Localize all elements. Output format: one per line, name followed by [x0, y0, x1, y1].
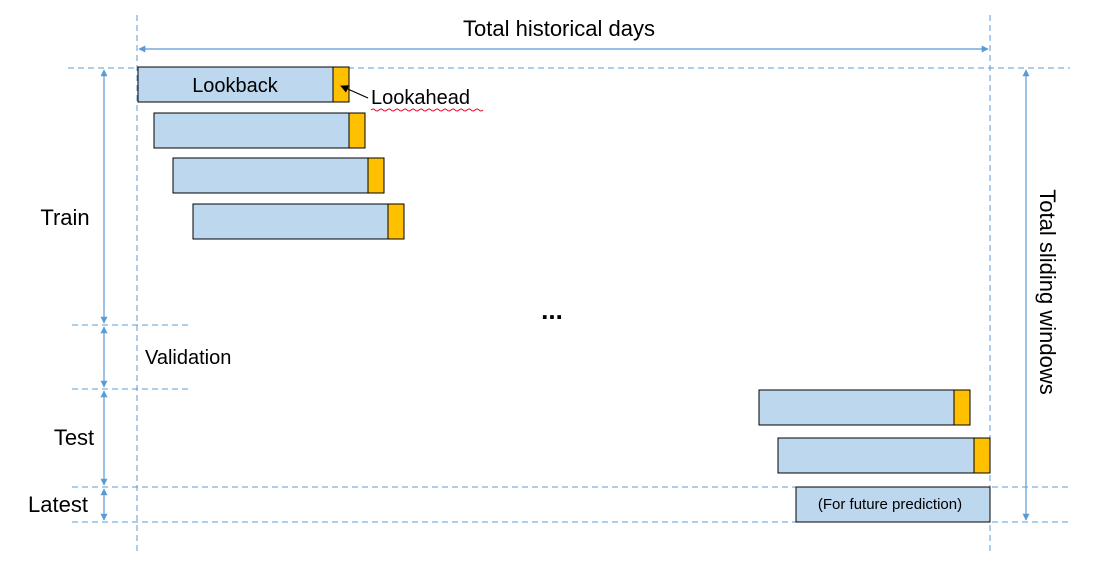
train-windows	[137, 66, 405, 240]
validation-label: Validation	[145, 347, 231, 369]
train-window-3-lookahead	[367, 157, 385, 194]
latest-window-label: (For future prediction)	[818, 496, 962, 513]
lookback-label: Lookback	[192, 75, 279, 97]
sliding-windows-label: Total sliding windows	[1035, 189, 1060, 394]
test-window-2-lookahead	[973, 437, 991, 474]
train-window-1-lookback	[137, 66, 334, 103]
test-window-1-lookahead	[953, 389, 971, 426]
lookahead-label: Lookahead	[371, 87, 470, 109]
lookahead-pointer-arrow	[340, 85, 369, 99]
train-window-4-lookback	[192, 203, 389, 240]
test-windows	[758, 389, 991, 474]
diagram-title: Total historical days	[463, 16, 655, 41]
train-window-1-lookahead	[332, 66, 350, 103]
train-window-4-lookahead	[387, 203, 405, 240]
test-label: Test	[54, 425, 94, 450]
latest-label: Latest	[28, 492, 88, 517]
latest-window	[795, 486, 991, 523]
train-window-2-lookback	[153, 112, 350, 149]
test-window-2-lookback	[777, 437, 975, 474]
ellipsis: ...	[541, 295, 563, 325]
train-window-3-lookback	[172, 157, 369, 194]
lookahead-spellcheck-squiggle	[370, 108, 484, 112]
test-window-1-lookback	[758, 389, 955, 426]
train-label: Train	[40, 205, 89, 230]
dimension-arrows	[100, 45, 1030, 521]
train-window-2-lookahead	[348, 112, 366, 149]
